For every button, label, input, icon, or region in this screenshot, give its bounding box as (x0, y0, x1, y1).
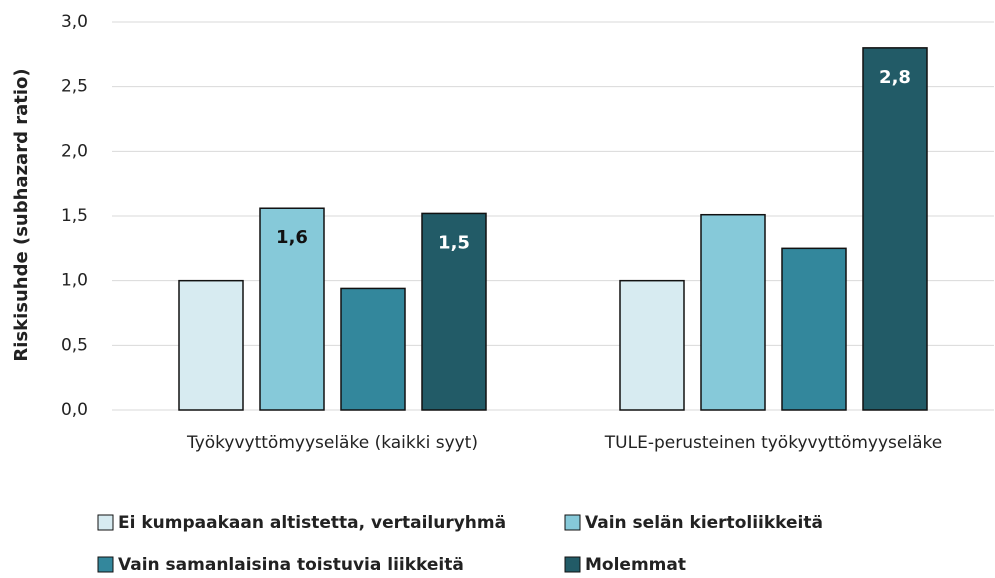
bar (178, 279, 244, 411)
y-tick-label: 3,0 (61, 12, 88, 32)
x-tick-label: TULE-perusteinen työkyvyttömyyseläke (604, 433, 942, 453)
data-label: 1,6 (276, 227, 308, 248)
bar (862, 47, 928, 411)
legend-swatch (564, 514, 581, 531)
bar (259, 207, 325, 411)
y-tick-label: 0,0 (61, 400, 88, 420)
legend-label: Molemmat (585, 555, 686, 575)
data-label: 2,8 (879, 67, 911, 88)
y-tick-label: 1,0 (61, 271, 88, 291)
bar (700, 213, 766, 411)
legend-label: Vain samanlaisina toistuvia liikkeitä (118, 555, 464, 575)
y-tick-label: 2,0 (61, 141, 88, 161)
y-tick-label: 2,5 (61, 77, 88, 97)
y-tick-label: 0,5 (61, 335, 88, 355)
y-tick-label: 1,5 (61, 206, 88, 226)
legend-swatch (97, 514, 114, 531)
bar (619, 279, 685, 411)
legend-label: Vain selän kiertoliikkeitä (585, 513, 823, 533)
legend-swatch (97, 556, 114, 573)
legend-label: Ei kumpaakaan altistetta, vertailuryhmä (118, 513, 506, 533)
x-tick-label: Työkyvyttömyyseläke (kaikki syyt) (186, 433, 478, 453)
legend-swatch (564, 556, 581, 573)
bar (781, 247, 847, 411)
bar (340, 287, 406, 411)
data-label: 1,5 (438, 232, 470, 253)
y-axis-label: Riskisuhde (subhazard ratio) (11, 68, 32, 361)
bar (421, 212, 487, 411)
